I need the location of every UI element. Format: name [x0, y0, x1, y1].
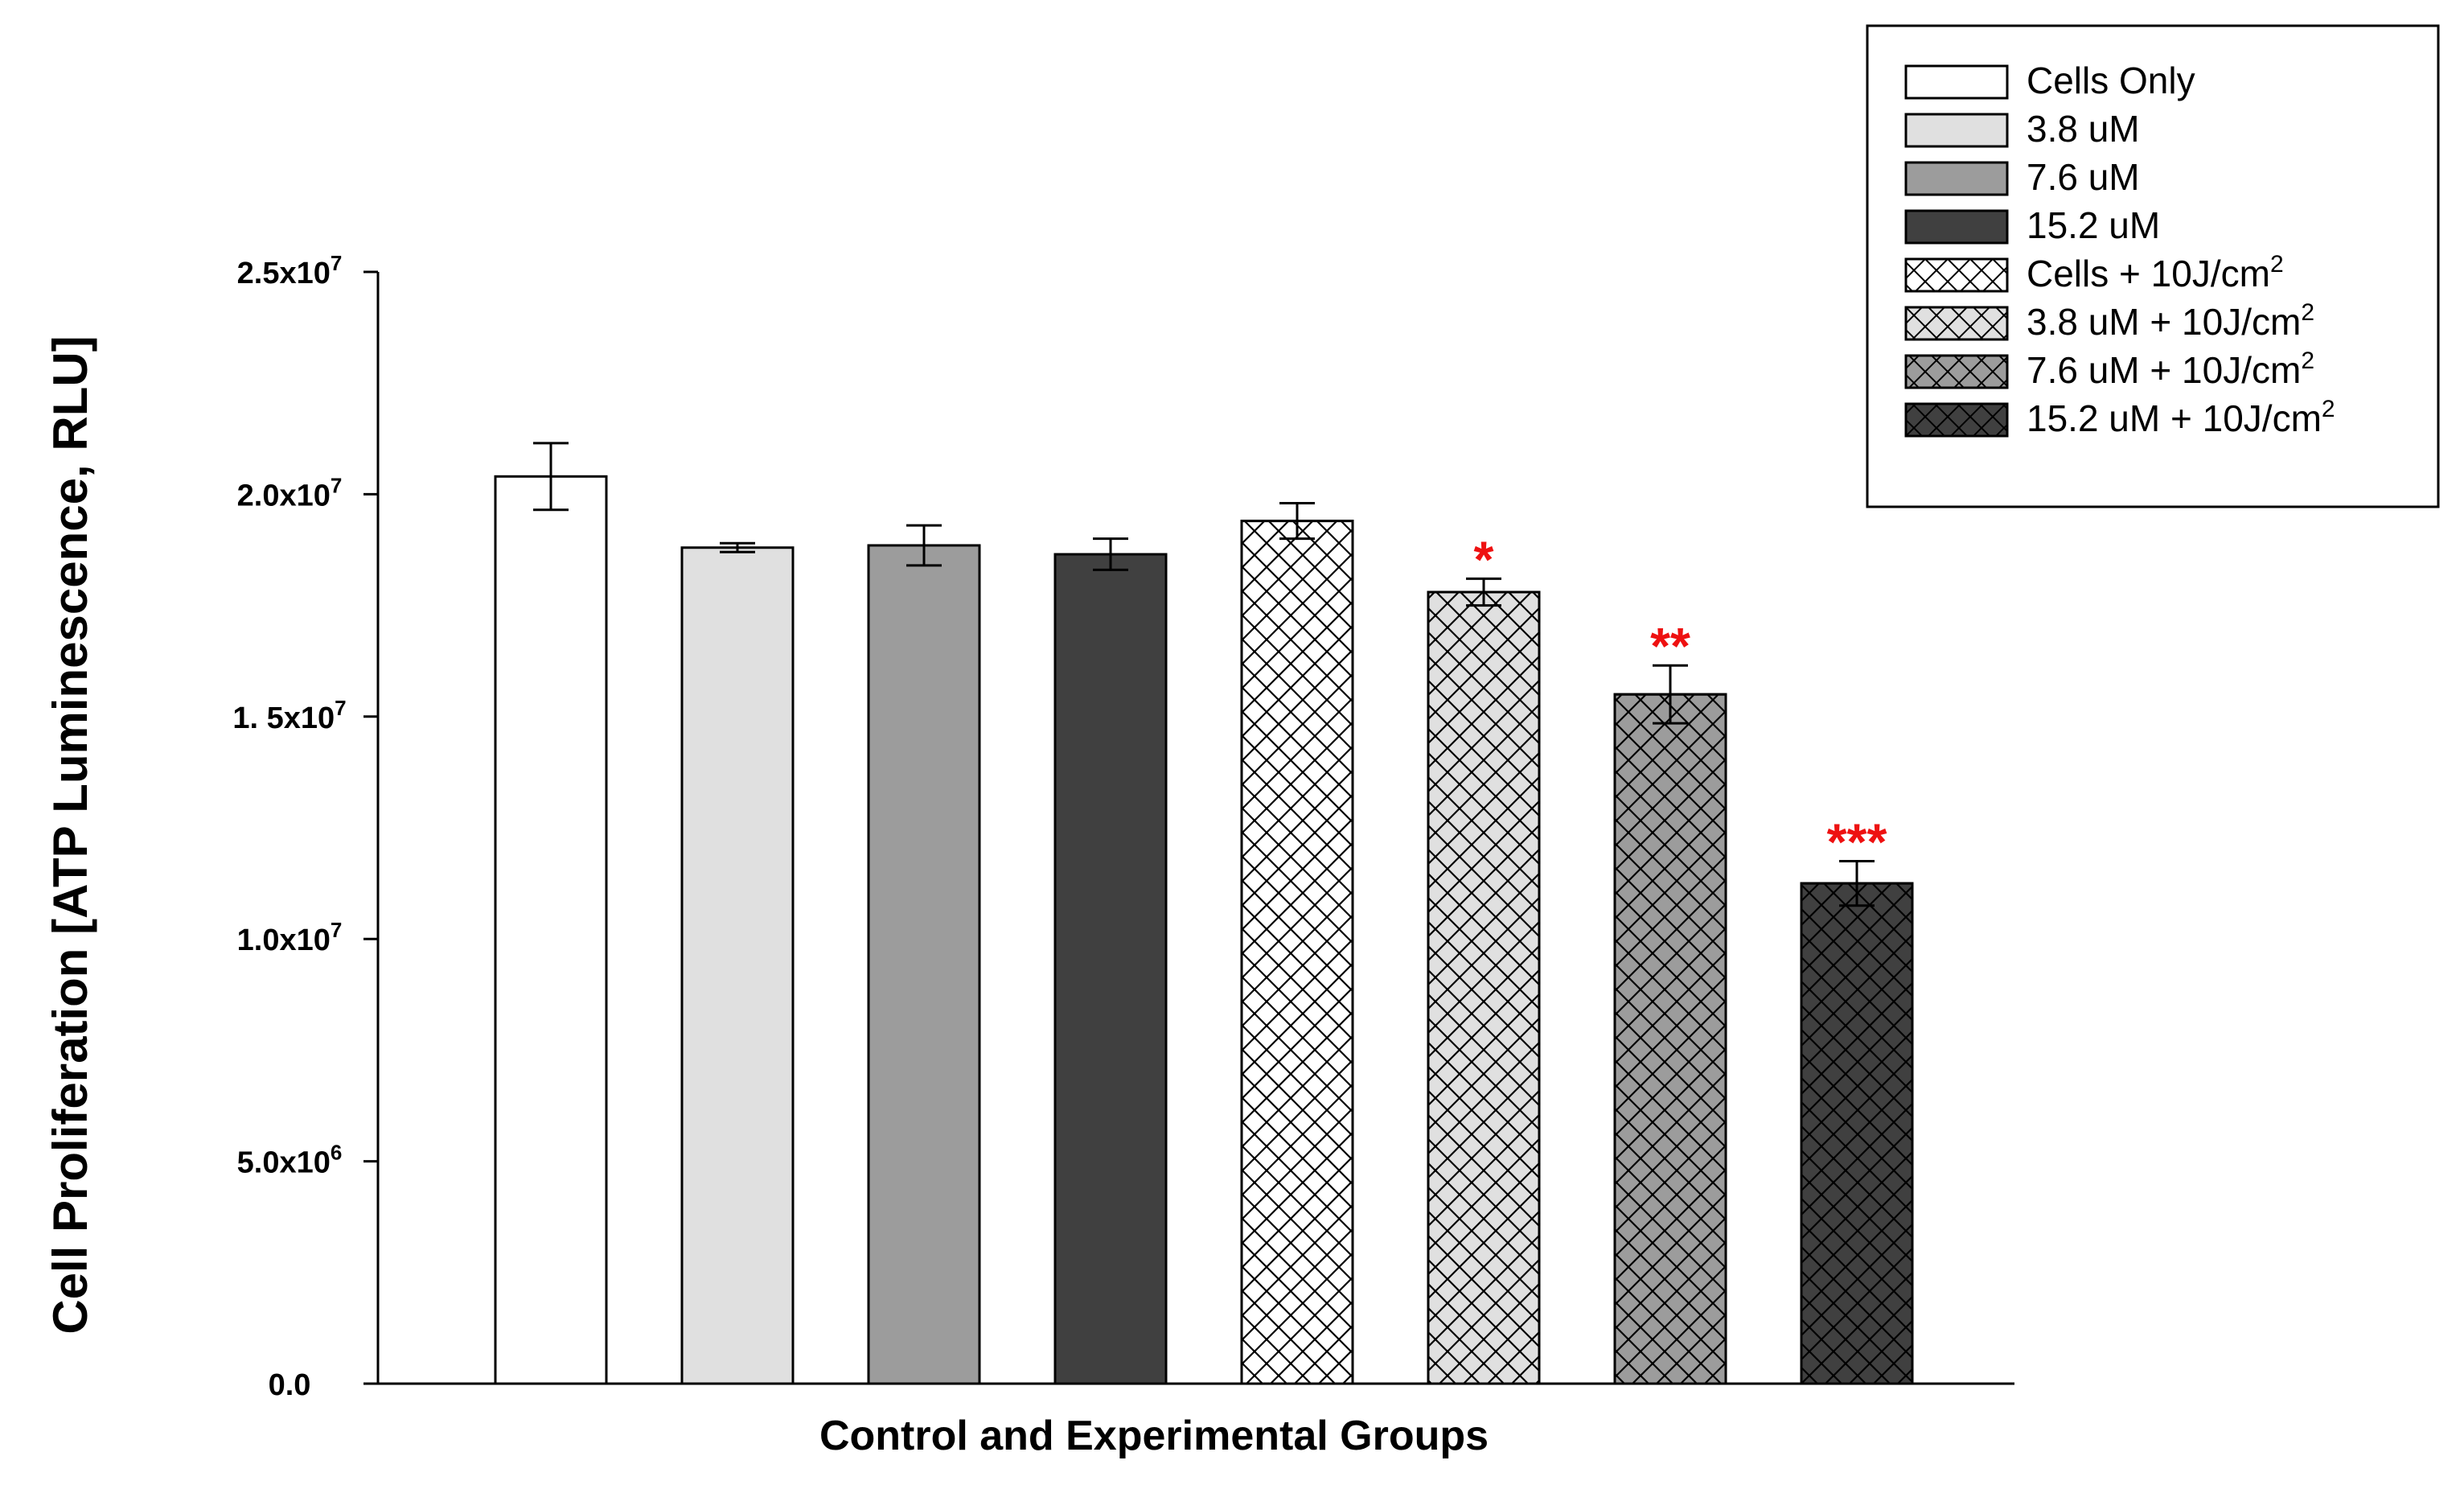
legend-label-text: 3.8 uM — [2027, 108, 2140, 150]
y-tick-mantissa: 0.0 — [269, 1368, 311, 1402]
legend-label: 3.8 uM + 10J/cm2 — [2027, 299, 2314, 343]
legend-swatch — [1904, 113, 2009, 148]
legend-swatch — [1904, 161, 2009, 196]
legend-label: 3.8 uM — [2027, 108, 2140, 150]
legend-label-text: 3.8 uM + 10J/cm — [2027, 301, 2301, 343]
legend: Cells Only 3.8 uM 7.6 uM 15.2 uM Cells + 10J… — [1866, 24, 2440, 508]
y-tick-exponent: 6 — [331, 1141, 342, 1165]
y-tick-exponent: 7 — [331, 918, 342, 942]
legend-label-superscript: 2 — [2301, 299, 2314, 326]
bar-hatch — [1613, 693, 1727, 1385]
y-tick-label: 1. 5x107 — [232, 696, 346, 735]
y-tick-mantissa: 2.0x10 — [237, 479, 331, 512]
y-tick-mantissa: 1.0x10 — [237, 923, 331, 957]
significance-marker: *** — [1827, 812, 1887, 870]
legend-label: 7.6 uM — [2027, 156, 2140, 198]
legend-label: Cells + 10J/cm2 — [2027, 251, 2284, 294]
legend-label: 15.2 uM + 10J/cm2 — [2027, 396, 2335, 439]
bar — [1053, 553, 1168, 1385]
legend-label-text: Cells + 10J/cm — [2027, 253, 2270, 294]
y-axis-label: Cell Proliferation [ATP Luminescence, RL… — [43, 335, 97, 1334]
y-tick-label: 2.5x107 — [237, 251, 343, 290]
legend-label-text: 15.2 uM + 10J/cm — [2027, 397, 2322, 439]
legend-swatch-hatch — [1904, 354, 2009, 389]
bar-hatch — [1800, 882, 1914, 1385]
legend-swatch — [1904, 64, 2009, 100]
legend-swatch-hatch — [1904, 257, 2009, 293]
legend-label-text: 15.2 uM — [2027, 204, 2160, 246]
y-tick-mantissa: 2.5x10 — [237, 257, 331, 290]
y-tick-label: 0.0 — [269, 1368, 311, 1402]
x-axis-label: Control and Experimental Groups — [819, 1413, 1489, 1459]
bar-hatch — [1427, 590, 1541, 1385]
significance-marker: ** — [1650, 617, 1690, 675]
y-tick-label: 2.0x107 — [237, 473, 343, 512]
legend-label-text: Cells Only — [2027, 60, 2195, 101]
y-tick-exponent: 7 — [331, 251, 342, 275]
bar — [867, 544, 981, 1385]
legend-label-text: 7.6 uM + 10J/cm — [2027, 349, 2301, 391]
bar — [680, 546, 795, 1385]
legend-label-superscript: 2 — [2322, 396, 2335, 422]
bar — [494, 475, 608, 1385]
legend-label-text: 7.6 uM — [2027, 156, 2140, 198]
legend-swatch-hatch — [1904, 402, 2009, 438]
legend-label: Cells Only — [2027, 60, 2195, 101]
bar-hatch — [1240, 520, 1354, 1385]
significance-marker: * — [1474, 530, 1494, 588]
legend-swatch-hatch — [1904, 306, 2009, 341]
legend-label-superscript: 2 — [2301, 348, 2314, 374]
legend-swatch — [1904, 209, 2009, 245]
y-tick-mantissa: 1. 5x10 — [232, 701, 335, 735]
legend-label: 15.2 uM — [2027, 204, 2160, 246]
legend-label-superscript: 2 — [2270, 251, 2284, 278]
y-tick-label: 5.0x106 — [237, 1141, 343, 1180]
y-tick-exponent: 7 — [331, 473, 342, 497]
y-tick-label: 1.0x107 — [237, 918, 343, 957]
legend-label: 7.6 uM + 10J/cm2 — [2027, 348, 2314, 391]
y-tick-mantissa: 5.0x10 — [237, 1146, 331, 1180]
y-tick-exponent: 7 — [335, 696, 346, 720]
